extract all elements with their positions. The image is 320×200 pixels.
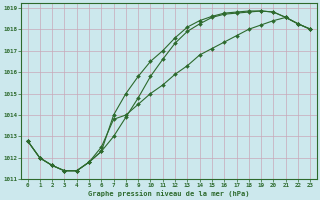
X-axis label: Graphe pression niveau de la mer (hPa): Graphe pression niveau de la mer (hPa) (88, 190, 250, 197)
